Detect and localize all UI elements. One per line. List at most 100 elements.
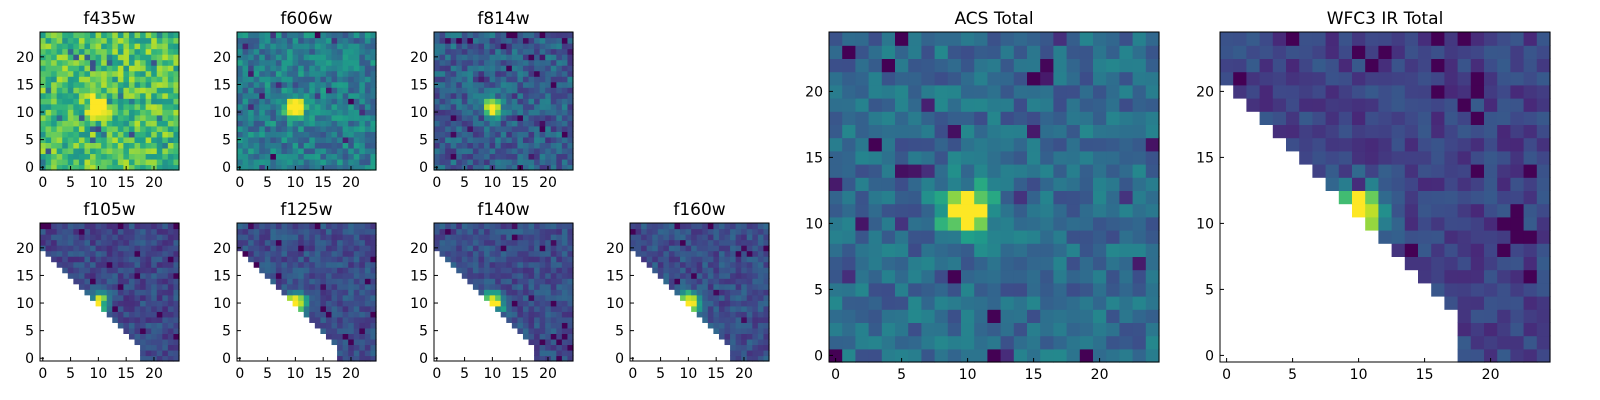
heatmap-cell [1457,137,1472,152]
heatmap-cell [1431,203,1445,218]
heatmap-cell [539,256,546,263]
heatmap-cell [855,335,870,350]
heatmap-cell [117,81,124,88]
heatmap-cell [309,70,316,77]
heatmap-cell [1523,84,1538,99]
heatmap-cell [1132,256,1147,271]
heatmap-cell [325,131,333,138]
heatmap-cell [461,272,468,279]
heatmap-cell [248,131,255,138]
heatmap-cell [270,87,277,94]
heatmap-cell [550,283,557,290]
heatmap-cell [56,37,63,44]
heatmap-cell [1053,98,1068,112]
heatmap-cell [106,59,113,66]
heatmap-cell [1040,124,1054,139]
heatmap-cell [511,37,518,44]
heatmap-cell [1000,164,1015,178]
heatmap-cell [522,136,530,143]
heatmap-cell [921,32,936,46]
heatmap-cell [342,92,349,99]
heatmap-cell [961,32,975,46]
heatmap-cell [320,125,327,132]
heatmap-cell [1013,58,1028,73]
heatmap-cell [140,136,147,143]
heatmap-cell [668,228,676,235]
heatmap-cell [95,158,102,166]
heatmap-cell [556,43,563,50]
heatmap-cell [314,283,321,290]
heatmap-cell [685,289,692,296]
heatmap-cell [145,316,152,323]
heatmap-cell [106,92,113,99]
heatmap-cell [1510,269,1525,284]
heatmap-cell [534,109,541,116]
heatmap-cell [881,282,896,297]
heatmap-cell [1093,84,1107,99]
heatmap-cell [314,311,321,318]
heatmap-cell [67,81,74,88]
heatmap-cell [730,349,737,357]
heatmap-cell [112,131,119,138]
heatmap-cell [45,103,52,110]
heatmap-cell [506,223,513,230]
heatmap-cell [1145,190,1160,205]
heatmap-cell [292,142,299,149]
heatmap-cell [56,87,63,94]
heatmap-cell [128,153,136,160]
heatmap-cell [500,164,507,171]
heatmap-cell [842,58,856,73]
heatmap-cell [281,228,288,235]
heatmap-cell [348,136,355,143]
heatmap-cell [674,272,681,279]
heatmap-cell [62,70,69,77]
heatmap-cell [123,158,130,166]
heatmap-cell [741,256,748,263]
heatmap-cell [685,256,692,263]
heatmap-cell [1444,164,1459,178]
heatmap-cell [947,203,962,218]
heatmap-cell [472,164,480,171]
heatmap-cell [309,43,316,50]
heatmap-cell [895,98,909,112]
heatmap-cell [545,87,552,94]
heatmap-cell [757,305,765,312]
heatmap-cell [342,76,349,83]
heatmap-cell [724,294,731,301]
heatmap-cell [270,109,277,116]
heatmap-cell [500,48,507,55]
heatmap-cell [1457,45,1472,59]
heatmap-cell [489,131,496,138]
heatmap-cell [1066,322,1081,337]
heatmap-cell [445,256,452,263]
heatmap-cell [237,87,244,94]
heatmap-cell [895,296,909,310]
heatmap-cell [730,278,737,285]
heatmap-cell [173,125,180,132]
heatmap-cell [550,87,557,94]
heatmap-cell [156,311,163,318]
heatmap-cell [495,76,502,83]
heatmap-cell [342,355,349,362]
heatmap-cell [101,87,108,94]
heatmap-cell [908,335,922,350]
heatmap-cell [522,76,530,83]
heatmap-cell [348,261,355,268]
heatmap-cell [264,98,271,105]
heatmap-cell [1066,137,1081,152]
heatmap-cell [303,32,310,39]
heatmap-cell [303,294,310,301]
heatmap-cell [173,245,180,252]
heatmap-cell [685,278,692,285]
heatmap-cell [567,344,574,351]
heatmap-cell [248,136,255,143]
heatmap-cell [331,283,338,290]
heatmap-cell [450,81,457,88]
heatmap-cell [456,65,463,72]
heatmap-cell [303,103,310,110]
heatmap-cell [1013,137,1028,152]
heatmap-cell [680,228,687,235]
heatmap-cell [370,355,377,362]
heatmap-cell [359,70,366,77]
heatmap-cell [757,267,765,274]
